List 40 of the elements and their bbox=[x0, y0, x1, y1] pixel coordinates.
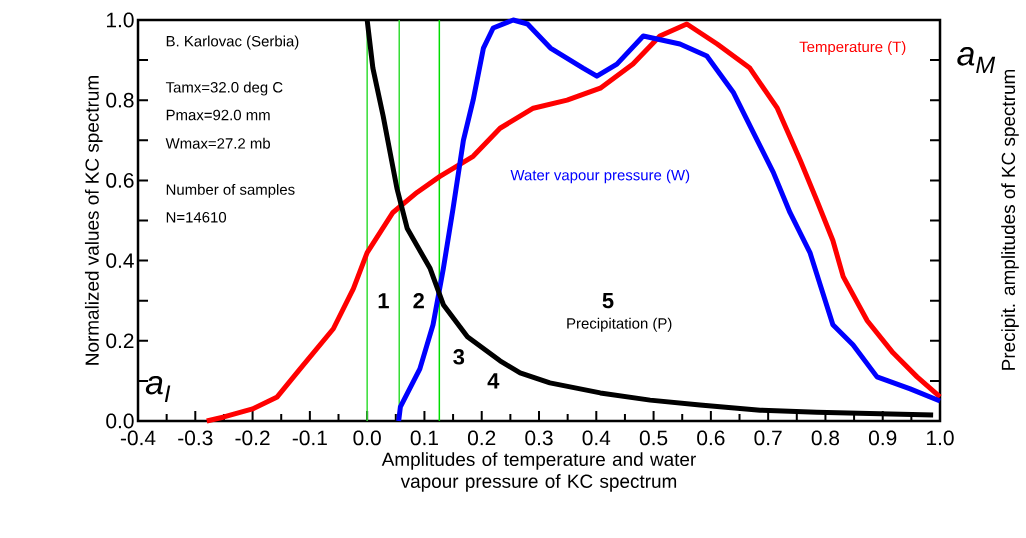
x-tick-label: 0.6 bbox=[697, 430, 725, 446]
annotation: a$_{I}$ bbox=[145, 375, 171, 402]
y-tick-label: 1.0 bbox=[107, 12, 134, 28]
annotation: B. Karlovac (Serbia) bbox=[166, 35, 299, 50]
y-axis-title: Normalized values of KC spectrum bbox=[84, 76, 103, 365]
x-tick-label: 0.7 bbox=[754, 430, 782, 446]
x-tick-label: -0.4 bbox=[120, 430, 156, 446]
y-tick-label: 0.0 bbox=[106, 413, 134, 429]
x-tick-label: -0.3 bbox=[178, 430, 213, 446]
text: Temperature (T) bbox=[799, 41, 906, 56]
text: Precipitation (P) bbox=[567, 317, 672, 332]
x-axis-title: Amplitudes of temperature and water vapour pressure of KC spectrum bbox=[381, 452, 696, 492]
x-tick-label: 0.5 bbox=[639, 430, 668, 446]
y-tick-label: 0.4 bbox=[106, 253, 134, 268]
x-tick-label: 0.4 bbox=[582, 430, 611, 446]
annotation: Tamx=32.0 deg C bbox=[165, 81, 283, 96]
annotation: 1 bbox=[378, 293, 389, 309]
annotation: Pmax=92.0 mm bbox=[166, 109, 270, 121]
x-tick-label: 0.2 bbox=[467, 430, 496, 446]
annotation: 4 bbox=[487, 373, 500, 389]
x-tick-label: 0.0 bbox=[353, 430, 381, 446]
x-tick-label: 0.1 bbox=[410, 430, 438, 446]
annotation: 5 bbox=[602, 293, 614, 309]
annotation: Number of samples bbox=[166, 183, 295, 198]
x-tick-label: 1.0 bbox=[927, 430, 954, 446]
annotation: 3 bbox=[453, 349, 465, 365]
y-tick-label: 0.2 bbox=[106, 333, 134, 349]
text: Water vapour pressure (W) bbox=[510, 169, 690, 184]
x-tick-label: 0.9 bbox=[869, 430, 897, 446]
x-tick-label: -0.2 bbox=[235, 430, 270, 446]
annotation: 2 bbox=[413, 293, 424, 309]
annotation: Wmax=27.2 mb bbox=[165, 137, 271, 149]
y-tick-label: 0.8 bbox=[106, 92, 134, 108]
y-tick-label: 0.6 bbox=[106, 172, 134, 188]
x-tick-label: -0.1 bbox=[292, 430, 327, 446]
text: a$_{M}$ bbox=[957, 47, 996, 74]
x-tick-label: 0.8 bbox=[811, 430, 840, 446]
y2-axis-title: Precipit. amplitudes of KC spectrum bbox=[1001, 69, 1019, 370]
x-tick-label: 0.3 bbox=[525, 430, 553, 446]
annotation: N=14610 bbox=[166, 211, 227, 223]
